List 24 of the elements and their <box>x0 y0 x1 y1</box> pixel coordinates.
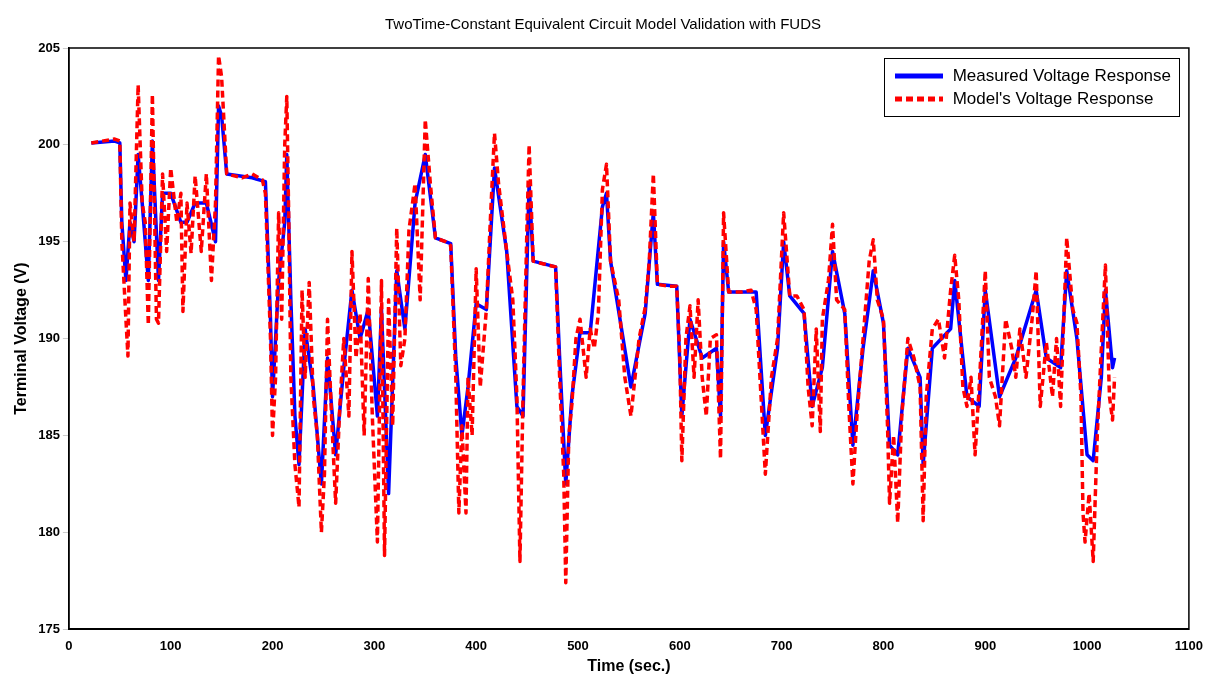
legend-label: Model's Voltage Response <box>952 89 1154 109</box>
x-tick-label: 300 <box>363 637 386 653</box>
y-tick-label: 205 <box>38 39 60 55</box>
x-axis-title: Time (sec.) <box>587 656 671 674</box>
y-tick-label: 190 <box>38 330 60 346</box>
y-tick-label: 185 <box>38 427 60 443</box>
x-tick-label: 1000 <box>1072 637 1102 653</box>
legend-label: Measured Voltage Response <box>952 66 1171 86</box>
x-tick-label: 600 <box>668 637 691 653</box>
x-tick-label: 800 <box>872 637 895 653</box>
x-tick-label: 900 <box>974 637 997 653</box>
y-tick-label: 180 <box>38 523 60 539</box>
x-tick-label: 1100 <box>1174 637 1203 653</box>
x-tick-label: 400 <box>465 637 488 653</box>
x-tick-label: 700 <box>770 637 793 653</box>
x-tick-label: 500 <box>567 637 589 653</box>
x-tick-label: 0 <box>65 637 73 653</box>
chart-title: TwoTime-Constant Equivalent Circuit Model Validation with FUDS <box>384 15 822 33</box>
y-tick-label: 200 <box>38 136 60 152</box>
y-tick-label: 175 <box>38 620 60 636</box>
x-tick-label: 200 <box>261 637 284 653</box>
y-axis-title: Terminal Voltage (V) <box>12 262 30 415</box>
x-tick-label: 100 <box>159 637 182 653</box>
y-tick-label: 195 <box>38 233 60 249</box>
